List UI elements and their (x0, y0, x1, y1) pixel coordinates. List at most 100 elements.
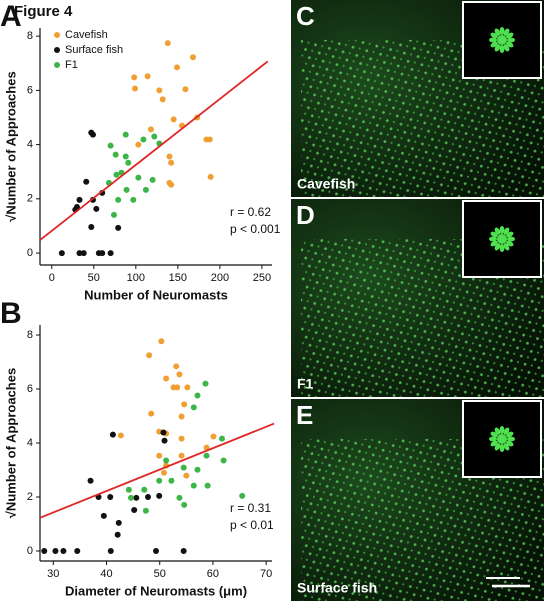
scatter-point (131, 74, 138, 81)
scatter-point (153, 548, 159, 555)
figure-title: Figure 4 (14, 3, 73, 20)
scatter-point (133, 494, 140, 501)
scatter-point (80, 250, 87, 257)
inset-neuromast (490, 240, 498, 247)
inset-neuromast (497, 234, 507, 244)
inset-neuromast (507, 236, 515, 242)
scatter-point (194, 392, 201, 399)
stat-annotation: r = 0.31 (230, 501, 271, 515)
inset-neuromast (489, 37, 497, 43)
scatter-point (100, 512, 107, 519)
legend-marker (54, 62, 60, 68)
scatter-point (109, 431, 116, 438)
x-tick-label: 250 (253, 272, 271, 284)
scatter-point (131, 85, 138, 92)
x-tick-label: 100 (127, 272, 145, 284)
scatter-point (173, 363, 180, 370)
scatter-point (127, 494, 134, 501)
scatter-point (160, 469, 167, 476)
scatter-point (89, 131, 96, 138)
y-tick-label: 0 (27, 247, 33, 259)
scatter-point (113, 171, 120, 178)
y-tick-label: 0 (27, 545, 33, 557)
trend-line (39, 422, 275, 519)
scatter-point (163, 457, 170, 464)
trend-line (39, 60, 269, 241)
scatter-point (74, 548, 81, 555)
scatter-point (125, 159, 132, 166)
x-tick-label: 200 (211, 272, 229, 284)
inset-neuromast (499, 226, 505, 234)
scatter-point (114, 531, 121, 538)
scatter-point (190, 404, 197, 411)
scatter-point (142, 507, 149, 514)
inset-neuromast (499, 27, 505, 35)
scatter-point (60, 548, 67, 555)
scatter-point (161, 437, 168, 444)
scatter-point (207, 173, 214, 180)
y-axis-label: √Number of Approaches (3, 368, 18, 518)
stat-annotation: p < 0.001 (230, 222, 281, 236)
inset-neuromast (499, 45, 505, 53)
scatter-point (156, 452, 163, 459)
y-tick-label: 2 (27, 193, 33, 205)
y-tick-label: 8 (27, 30, 33, 42)
y-tick-label: 6 (27, 84, 33, 96)
scatter-point (87, 477, 94, 484)
inset-neuromast (503, 443, 510, 451)
scatter-point (218, 435, 225, 442)
x-tick-label: 50 (154, 568, 166, 580)
y-tick-label: 4 (27, 139, 33, 151)
scatter-point (122, 131, 129, 138)
scatter-point (170, 116, 177, 123)
scatter-point (181, 401, 188, 408)
inset-neuromast (499, 244, 505, 252)
scatter-point (183, 472, 190, 479)
scatter-point (178, 435, 185, 442)
scatter-point (168, 159, 175, 166)
scatter-point (83, 178, 90, 185)
scatter-point (112, 151, 119, 158)
scatter-point (203, 452, 210, 459)
y-tick-label: 6 (27, 383, 33, 395)
scatter-point (115, 196, 122, 203)
scatter-point (131, 506, 138, 513)
scatter-point (145, 494, 152, 501)
scatter-point (239, 492, 246, 499)
inset-neuromast (506, 231, 514, 238)
inset-neuromast (499, 426, 505, 434)
x-tick-label: 0 (49, 272, 55, 284)
inset-neuromast (490, 41, 498, 48)
inset-neuromast (506, 32, 514, 39)
scatter-point (156, 492, 163, 499)
scatter-point (149, 176, 156, 183)
scatter-point (181, 501, 188, 508)
inset-neuromast (497, 434, 507, 444)
scatter-point (76, 196, 83, 203)
scatter-point (180, 464, 187, 471)
scatter-point (107, 548, 114, 555)
inset-neuromast (497, 35, 507, 45)
x-tick-label: 150 (169, 272, 187, 284)
scatter-point (206, 136, 213, 143)
scatter-point (194, 466, 201, 473)
scatter-point (144, 73, 151, 80)
scatter-point (178, 452, 185, 459)
scatter-point (190, 482, 197, 489)
panel-letter: D (296, 200, 315, 230)
scatter-point (202, 380, 209, 387)
panel-letter: C (296, 1, 315, 31)
scatter-point (52, 548, 59, 555)
inset-frame (462, 1, 542, 79)
scatter-point (184, 384, 191, 391)
scatter-point (76, 250, 83, 257)
legend-label: F1 (65, 59, 78, 71)
x-tick-label: 30 (47, 568, 59, 580)
scatter-point (178, 413, 185, 420)
scatter-point (174, 384, 181, 391)
scatter-point (115, 224, 122, 231)
scatter-point (148, 410, 155, 417)
scatter-point (115, 519, 122, 526)
y-axis-label: √Number of Approaches (3, 71, 18, 221)
scatter-point (122, 153, 129, 160)
